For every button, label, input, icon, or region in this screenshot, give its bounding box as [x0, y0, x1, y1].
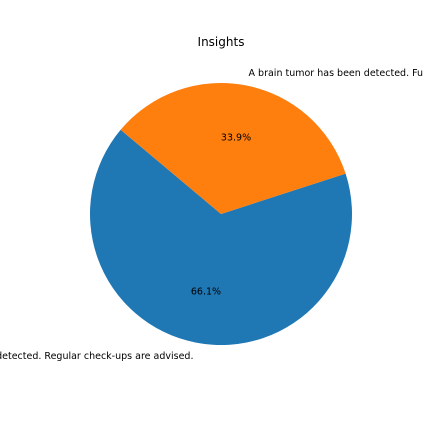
slice-label-2: A brain tumor has been detected. Fu [249, 68, 424, 79]
pie-labels: 66.1% No tumor detected. Regular check-up… [0, 68, 423, 362]
percent-label-2: 33.9% [221, 132, 251, 143]
percent-label-1: 66.1% [191, 287, 221, 298]
slice-label-1: No tumor detected. Regular check-ups are… [0, 351, 193, 362]
pie-slice-2 [120, 83, 346, 215]
chart-title: Insights [198, 35, 245, 49]
pie-slice-1 [90, 129, 353, 345]
pie-slices [90, 83, 353, 345]
